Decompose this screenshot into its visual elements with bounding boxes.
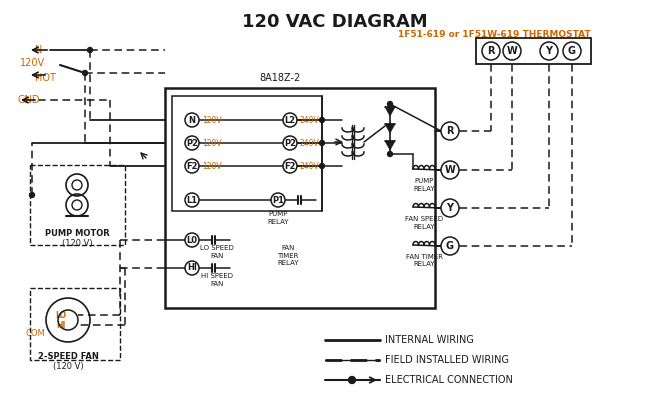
Text: INTERNAL WIRING: INTERNAL WIRING: [385, 335, 474, 345]
Text: COM: COM: [26, 329, 46, 339]
Circle shape: [320, 140, 324, 145]
Text: N: N: [188, 116, 196, 124]
Polygon shape: [385, 141, 395, 150]
Text: G: G: [568, 46, 576, 56]
Circle shape: [441, 199, 459, 217]
Text: 120 VAC DIAGRAM: 120 VAC DIAGRAM: [242, 13, 428, 31]
Text: Y: Y: [545, 46, 553, 56]
Circle shape: [441, 237, 459, 255]
Circle shape: [283, 136, 297, 150]
Circle shape: [82, 70, 88, 75]
Text: HI SPEED
FAN: HI SPEED FAN: [201, 273, 233, 287]
Circle shape: [185, 233, 199, 247]
Text: 120V: 120V: [20, 58, 45, 68]
Circle shape: [271, 193, 285, 207]
Text: L2: L2: [285, 116, 295, 124]
Circle shape: [320, 117, 324, 122]
Text: ELECTRICAL CONNECTION: ELECTRICAL CONNECTION: [385, 375, 513, 385]
Text: L1: L1: [186, 196, 198, 204]
Text: FAN
TIMER
RELAY: FAN TIMER RELAY: [277, 245, 299, 266]
Circle shape: [283, 159, 297, 173]
Circle shape: [387, 101, 393, 106]
Text: R: R: [446, 126, 454, 136]
Text: P1: P1: [272, 196, 284, 204]
Circle shape: [563, 42, 581, 60]
Text: W: W: [445, 165, 456, 175]
Text: 240V: 240V: [300, 161, 320, 171]
Polygon shape: [385, 107, 395, 116]
Text: (120 V): (120 V): [53, 362, 83, 371]
Circle shape: [348, 377, 356, 383]
Text: FAN SPEED
RELAY: FAN SPEED RELAY: [405, 216, 443, 230]
Circle shape: [283, 113, 297, 127]
Text: P2: P2: [284, 139, 296, 147]
Text: HI: HI: [56, 321, 66, 329]
Text: HOT: HOT: [35, 73, 56, 83]
Text: HI: HI: [187, 264, 197, 272]
Text: L0: L0: [186, 235, 198, 245]
Text: 120V: 120V: [202, 116, 222, 124]
Text: 240V: 240V: [300, 139, 320, 147]
Text: PUMP
RELAY: PUMP RELAY: [267, 211, 289, 225]
Text: GND: GND: [18, 95, 40, 105]
Circle shape: [320, 163, 324, 168]
Text: LO: LO: [56, 310, 66, 320]
Text: 120V: 120V: [202, 161, 222, 171]
Circle shape: [441, 122, 459, 140]
Text: W: W: [507, 46, 517, 56]
Text: FIELD INSTALLED WIRING: FIELD INSTALLED WIRING: [385, 355, 509, 365]
Circle shape: [185, 113, 199, 127]
Circle shape: [540, 42, 558, 60]
Circle shape: [387, 152, 393, 157]
Text: 120V: 120V: [202, 139, 222, 147]
Text: PUMP MOTOR: PUMP MOTOR: [45, 229, 109, 238]
Text: (120 V): (120 V): [62, 239, 92, 248]
Circle shape: [185, 136, 199, 150]
Text: G: G: [446, 241, 454, 251]
Text: F2: F2: [186, 161, 198, 171]
Circle shape: [185, 261, 199, 275]
Circle shape: [88, 47, 92, 52]
Text: P2: P2: [186, 139, 198, 147]
Text: N: N: [35, 45, 42, 55]
Text: 1F51-619 or 1F51W-619 THERMOSTAT: 1F51-619 or 1F51W-619 THERMOSTAT: [399, 30, 591, 39]
Circle shape: [185, 159, 199, 173]
Text: FAN TIMER
RELAY: FAN TIMER RELAY: [405, 254, 442, 267]
Text: F2: F2: [284, 161, 295, 171]
Text: LO SPEED
FAN: LO SPEED FAN: [200, 245, 234, 259]
Text: 8A18Z-2: 8A18Z-2: [259, 73, 301, 83]
Polygon shape: [385, 124, 395, 133]
Circle shape: [185, 193, 199, 207]
Circle shape: [503, 42, 521, 60]
Circle shape: [482, 42, 500, 60]
Text: PUMP
RELAY: PUMP RELAY: [413, 178, 435, 191]
Circle shape: [441, 161, 459, 179]
Text: 2-SPEED FAN: 2-SPEED FAN: [38, 352, 98, 361]
Text: 240V: 240V: [300, 116, 320, 124]
Circle shape: [29, 192, 34, 197]
Text: Y: Y: [446, 203, 454, 213]
Text: R: R: [487, 46, 494, 56]
